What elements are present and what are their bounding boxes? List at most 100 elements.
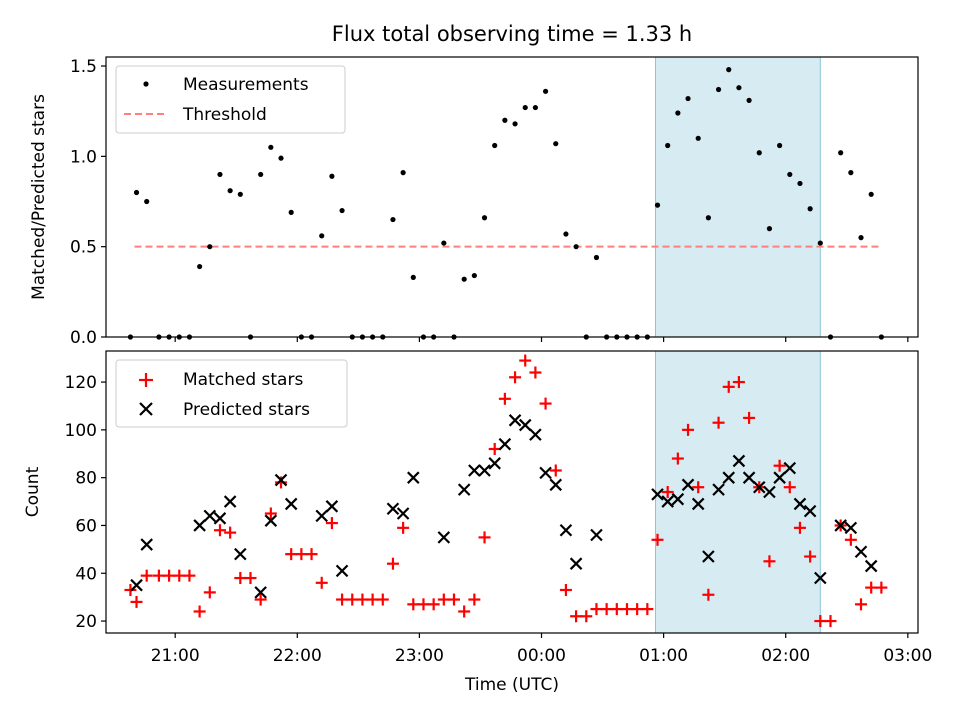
- xtick-label: 00:00: [517, 646, 566, 666]
- matched-stars-point: [610, 603, 623, 616]
- predicted-stars-point: [264, 514, 278, 527]
- top-y-axis-label: Matched/Predicted stars: [29, 94, 49, 300]
- predicted-stars-point: [213, 512, 227, 525]
- matched-stars-point: [264, 507, 277, 520]
- measurement-point: [400, 170, 406, 176]
- bottom-panel-frame: [105, 350, 919, 634]
- predicted-stars-point: [130, 578, 143, 592]
- matched-stars-point: [651, 533, 664, 546]
- predicted-stars-point: [488, 457, 501, 470]
- measurement-point: [573, 244, 579, 250]
- matched-stars-point: [783, 481, 796, 494]
- matched-stars-point: [743, 411, 756, 424]
- matched-stars-point: [193, 605, 206, 618]
- xtick-label: 21:00: [151, 646, 200, 666]
- predicted-stars-point: [478, 464, 491, 477]
- predicted-stars-point: [773, 471, 786, 484]
- matched-stars-point: [275, 476, 288, 489]
- measurement-point: [441, 240, 447, 246]
- matched-stars-point: [305, 548, 318, 561]
- predicted-stars-point: [783, 461, 797, 475]
- xtick-label: 22:00: [273, 646, 322, 666]
- measurement-point: [848, 170, 854, 176]
- matched-stars-point: [366, 593, 379, 606]
- matched-stars-point: [570, 610, 583, 623]
- bottom-ytick-label: 20: [75, 612, 97, 632]
- top-panel: 0.0 0.5 1.0 1.5 Matched/Predicted stars Mea…: [29, 56, 919, 348]
- matched-stars-point: [234, 572, 247, 585]
- measurement-point: [797, 180, 803, 187]
- predicted-stars-point: [752, 480, 766, 494]
- measurement-point: [685, 95, 691, 102]
- measurement-point: [512, 121, 518, 127]
- predicted-stars-point: [386, 502, 400, 516]
- predicted-stars-point: [763, 485, 776, 499]
- matched-stars-point: [325, 517, 338, 530]
- legend-matched-label: Matched stars: [183, 370, 303, 390]
- legend-threshold-label: Threshold: [182, 105, 267, 125]
- predicted-stars-point: [407, 471, 420, 484]
- matched-stars-point: [793, 521, 806, 534]
- matched-stars-point: [590, 603, 603, 616]
- matched-stars-point: [763, 555, 776, 568]
- xtick-label: 01:00: [639, 646, 688, 666]
- predicted-stars-point: [335, 564, 349, 578]
- matched-stars-point: [173, 569, 186, 582]
- matched-stars-point: [254, 593, 267, 606]
- xtick-label: 02:00: [761, 646, 810, 666]
- matched-stars-point: [773, 459, 786, 472]
- top-legend: Measurements Threshold: [115, 65, 346, 134]
- measurement-point: [227, 188, 233, 194]
- predicted-stars-point: [223, 495, 237, 508]
- matched-stars-point: [631, 603, 644, 616]
- measurement-point: [471, 272, 477, 279]
- xtick-label: 23:00: [395, 646, 444, 666]
- measurement-point: [288, 209, 294, 215]
- bottom-ytick-label: 80: [75, 469, 97, 489]
- predicted-stars-point: [559, 523, 573, 537]
- measurement-point: [838, 150, 844, 156]
- measurement-point: [726, 67, 732, 73]
- top-ytick-label: 1.0: [70, 147, 97, 167]
- matched-stars-point: [213, 524, 226, 537]
- predicted-stars-point: [671, 492, 685, 506]
- matched-stars-point: [712, 416, 725, 429]
- top-ytick-label: 0.5: [70, 238, 97, 258]
- measurement-point: [197, 263, 203, 270]
- measurement-point: [787, 171, 793, 178]
- measurement-point: [756, 150, 762, 156]
- matched-stars-point: [224, 526, 237, 539]
- measurement-point: [481, 215, 488, 221]
- bottom-panel: 20 40 60 80 100 120 21:00 22:00 23:00 00:00 01:00…: [23, 350, 932, 695]
- predicted-stars-point: [396, 507, 410, 520]
- matched-stars-point: [844, 533, 857, 546]
- legend-matched-marker: [139, 373, 153, 387]
- matched-stars-point: [620, 603, 633, 616]
- matched-stars-point: [295, 548, 308, 561]
- predicted-stars-point: [854, 545, 868, 559]
- matched-stars-point: [498, 392, 511, 405]
- measurement-point: [390, 216, 396, 223]
- matched-stars-point: [468, 593, 481, 606]
- matched-stars-point: [580, 610, 593, 623]
- predicted-stars-point: [722, 471, 736, 484]
- legend-measurements-marker: [143, 81, 149, 87]
- predicted-stars-point: [254, 586, 267, 599]
- matched-stars-point: [376, 593, 389, 606]
- xtick-label: 03:00: [883, 646, 932, 666]
- predicted-stars-point: [712, 483, 725, 496]
- predicted-stars-point: [590, 528, 603, 542]
- bottom-legend: Matched stars Predicted stars: [115, 359, 348, 428]
- predicted-stars-point: [508, 414, 522, 427]
- matched-stars-point: [702, 588, 715, 601]
- measurement-point: [278, 155, 284, 161]
- predicted-stars-point: [457, 483, 471, 496]
- matched-stars-point: [855, 598, 868, 611]
- measurement-point: [563, 231, 569, 237]
- measurement-point: [593, 254, 600, 261]
- predicted-stars-point: [661, 495, 674, 508]
- predicted-stars-point: [193, 519, 206, 532]
- measurement-point: [461, 276, 467, 282]
- top-ytick-label: 1.5: [70, 57, 97, 77]
- matched-stars-point: [824, 615, 837, 628]
